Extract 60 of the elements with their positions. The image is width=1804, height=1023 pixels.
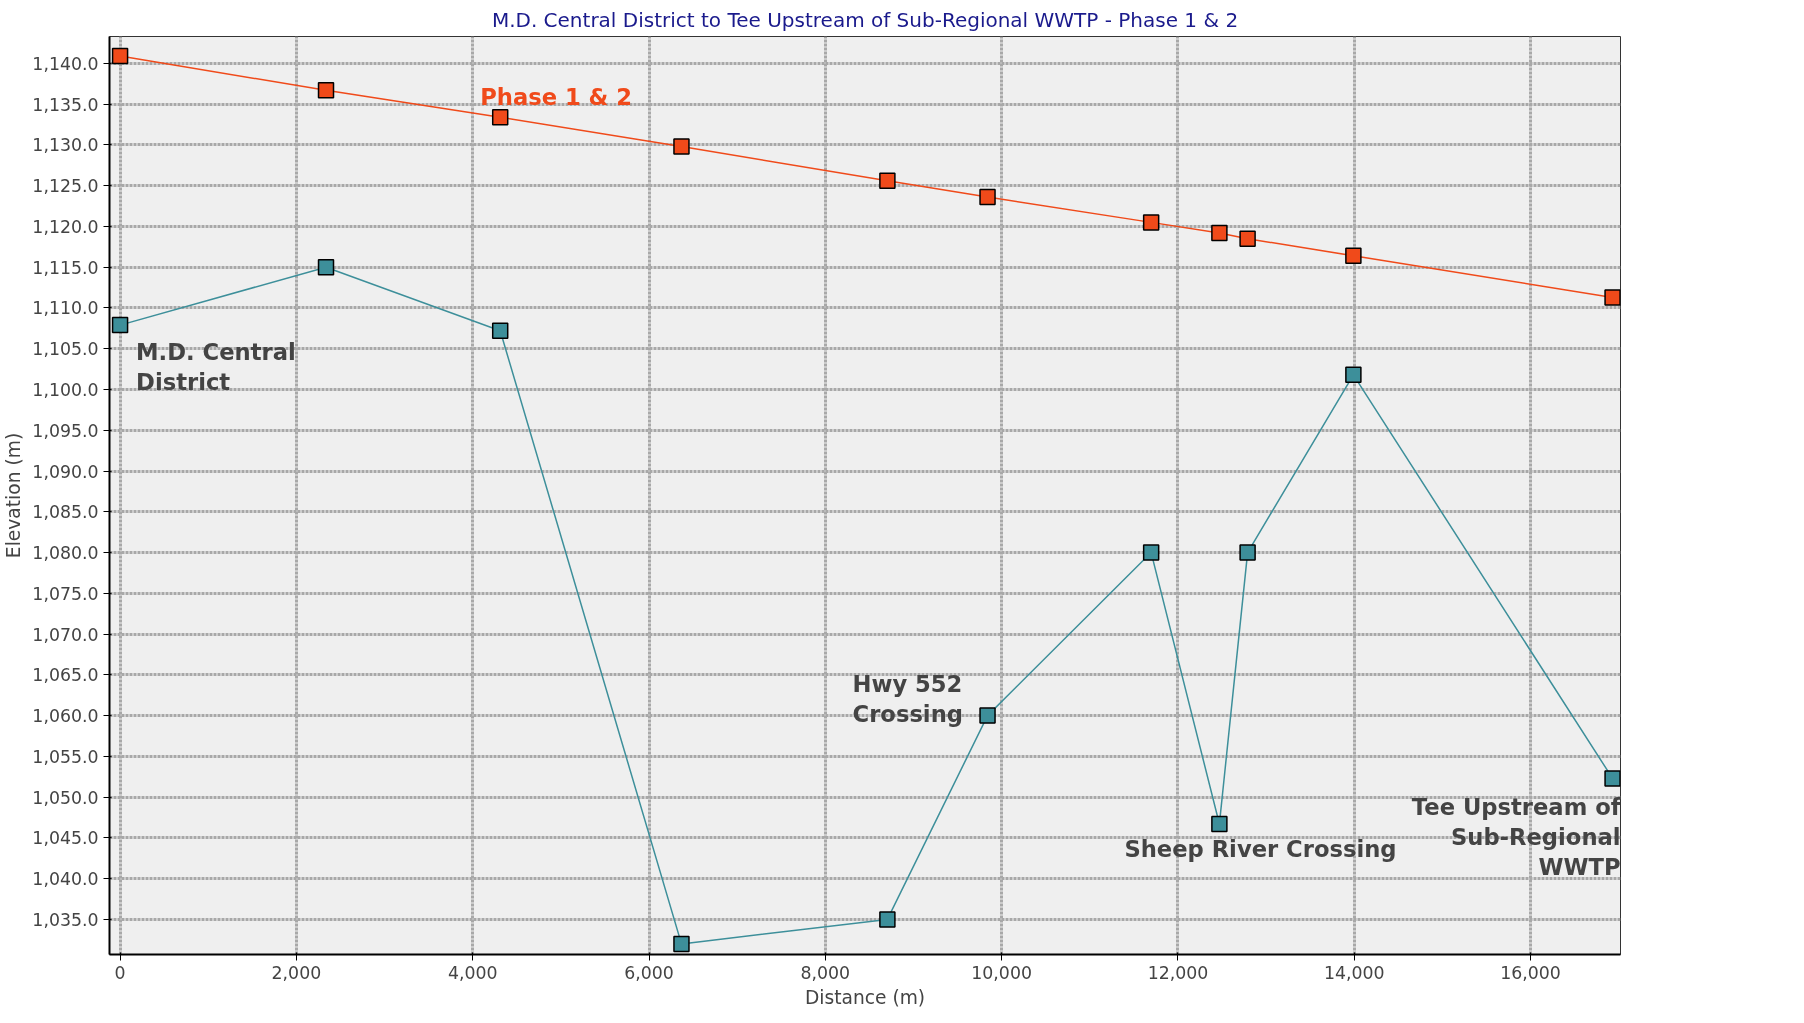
x-tick-label: 14,000 [1323, 962, 1385, 983]
point [317, 82, 335, 99]
point [673, 935, 690, 953]
point [491, 108, 509, 126]
annotation: Sheep River Crossing [1124, 836, 1397, 863]
y-axis-title: Elevation (m) [3, 432, 25, 559]
x-axis-title: Distance (m) [804, 986, 926, 1008]
point [1345, 247, 1362, 265]
y-tick-label: 1,045.0 [32, 828, 99, 849]
x-tick-label: 6,000 [624, 962, 674, 983]
series-label: Phase 1 & 2 [480, 84, 633, 111]
x-tick-label: 10,000 [971, 962, 1032, 983]
point [491, 322, 509, 340]
y-tick-label: 1,125.0 [32, 176, 99, 197]
y-tick-label: 1,135.0 [32, 94, 99, 115]
point [673, 138, 690, 155]
y-tick-label: 1,105.0 [32, 339, 99, 360]
x-tick-label: 2,000 [271, 962, 322, 983]
point [317, 258, 335, 276]
x-tick-label: 12,000 [1147, 962, 1209, 983]
y-tick-label: 1,050.0 [32, 787, 99, 808]
y-tick-label: 1,110.0 [32, 298, 99, 319]
y-tick-label: 1,100.0 [32, 380, 99, 401]
y-tick-label: 1,115.0 [32, 257, 99, 278]
point [1345, 366, 1362, 384]
annotation: M.D. Central District [136, 339, 296, 396]
y-tick-label: 1,035.0 [32, 909, 99, 930]
point [111, 316, 129, 334]
y-tick-label: 1,070.0 [32, 624, 99, 645]
point [1211, 815, 1228, 833]
x-tick-label: 16,000 [1500, 962, 1561, 983]
point [1239, 544, 1256, 561]
y-tick-label: 1,090.0 [32, 461, 99, 482]
x-tick-label: 8,000 [800, 962, 851, 983]
y-tick-label: 1,095.0 [32, 420, 99, 441]
y-tick-label: 1,130.0 [32, 135, 99, 156]
y-tick-label: 1,140.0 [32, 53, 99, 74]
y-tick-label: 1,080.0 [32, 543, 99, 564]
point [1604, 770, 1621, 787]
point [1142, 544, 1160, 561]
point [111, 47, 129, 65]
point [1604, 289, 1621, 306]
point [1211, 224, 1228, 242]
annotation: Hwy 552 Crossing [852, 670, 963, 727]
y-tick-label: 1,060.0 [32, 706, 99, 727]
y-tick-label: 1,055.0 [32, 746, 99, 767]
y-tick-label: 1,065.0 [32, 665, 99, 686]
point [979, 707, 996, 724]
y-tick-label: 1,075.0 [32, 583, 99, 604]
point [1239, 230, 1256, 247]
chart-title: M.D. Central District to Tee Upstream of Sub-Regional WWTP - Phase 1 & 2 [491, 7, 1239, 32]
x-tick-label: 0 [114, 962, 126, 983]
y-tick-label: 1,040.0 [32, 869, 99, 890]
point [879, 172, 896, 190]
x-tick-label: 4,000 [447, 962, 498, 983]
y-tick-label: 1,120.0 [32, 216, 99, 237]
point [879, 911, 896, 928]
point [979, 188, 996, 206]
y-tick-label: 1,085.0 [32, 502, 99, 523]
point [1142, 214, 1160, 231]
